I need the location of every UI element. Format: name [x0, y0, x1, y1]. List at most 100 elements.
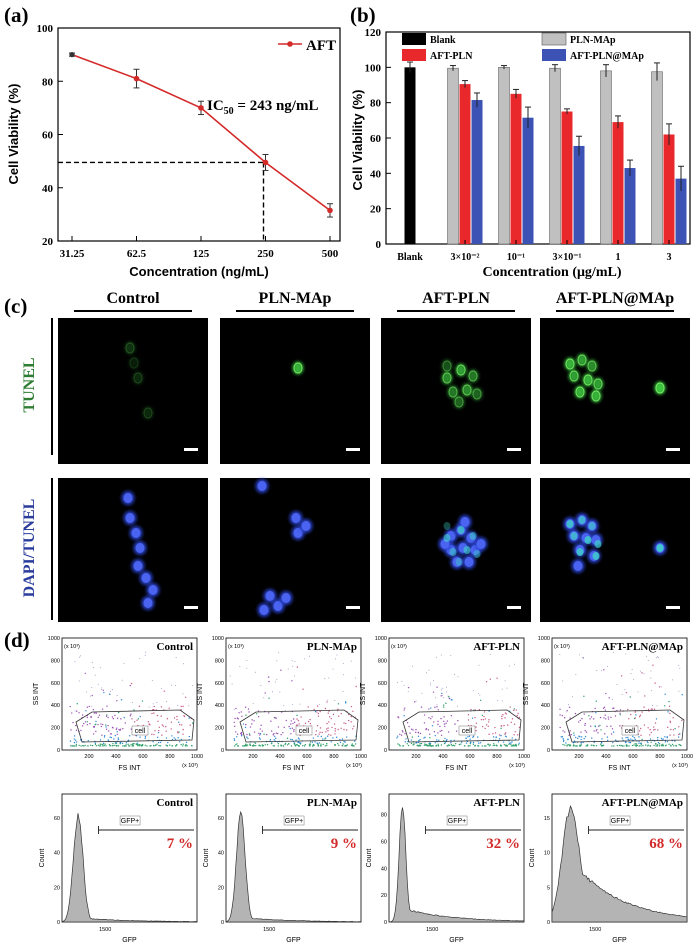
event-dot — [631, 668, 633, 670]
event-dot — [119, 741, 121, 744]
event-dot — [472, 743, 475, 746]
event-dot — [574, 712, 577, 715]
scatter-xlabel: FS INT — [445, 765, 468, 772]
event-dot — [324, 745, 327, 747]
event-dot — [673, 745, 675, 747]
tunel-cell-rim — [472, 388, 482, 400]
b-bar-group — [675, 165, 687, 244]
event-dot — [487, 725, 489, 728]
event-dot — [78, 656, 80, 658]
event-dot — [275, 732, 278, 734]
event-dot — [135, 735, 138, 737]
event-dot — [619, 714, 621, 716]
histogram-xlabel: GFP — [286, 937, 301, 944]
event-dot — [296, 714, 298, 717]
event-dot — [630, 713, 632, 716]
event-dot — [177, 705, 179, 707]
event-dot — [122, 745, 124, 747]
row-label-tunel: TUNEL — [21, 357, 38, 412]
dapi-tunel-image — [220, 478, 370, 622]
b-bar-group — [651, 62, 663, 245]
event-dot — [292, 665, 294, 667]
histogram-ytick: 60 — [381, 840, 387, 846]
event-dot — [604, 733, 606, 735]
dapi-nucleus-core — [460, 517, 470, 527]
event-dot — [437, 743, 439, 746]
tunel-cell — [441, 359, 453, 373]
event-dot — [457, 676, 459, 678]
event-dot — [246, 660, 248, 662]
event-dot — [175, 656, 177, 658]
event-dot — [290, 733, 292, 735]
merged-cell — [656, 544, 664, 552]
event-dot — [319, 727, 322, 729]
event-dot — [582, 656, 584, 658]
event-dot — [175, 684, 177, 686]
event-dot — [86, 723, 89, 726]
event-dot — [131, 745, 133, 747]
gfp-gate-label: GFP+ — [611, 818, 629, 825]
event-dot — [580, 744, 583, 746]
event-dot — [443, 723, 446, 725]
event-dot — [71, 712, 73, 714]
event-dot — [407, 690, 409, 692]
event-dot — [633, 744, 635, 746]
b-bar — [675, 178, 687, 244]
b-bar — [561, 111, 573, 244]
event-dot — [315, 730, 318, 732]
event-dot — [74, 661, 76, 663]
scatter-ytick: 400 — [215, 703, 224, 709]
scatter-xtick: 400 — [275, 754, 284, 760]
dapi-nucleus-core — [452, 557, 462, 567]
event-dot — [170, 721, 173, 723]
event-dot — [644, 695, 646, 697]
event-dot — [581, 736, 583, 738]
event-dot — [241, 715, 243, 718]
event-dot — [622, 739, 624, 741]
a-ytick-label: 60 — [42, 130, 54, 142]
event-dot — [160, 715, 162, 717]
event-dot — [494, 726, 496, 729]
event-dot — [278, 652, 280, 654]
event-dot — [334, 728, 336, 730]
event-dot — [273, 735, 276, 737]
tunel-image — [381, 318, 531, 464]
event-dot — [414, 701, 416, 703]
event-dot — [131, 718, 133, 720]
event-dot — [265, 733, 268, 736]
event-dot — [285, 719, 287, 722]
event-dot — [105, 745, 107, 747]
event-dot — [309, 722, 312, 725]
gfp-percentage: 68 % — [649, 836, 683, 852]
event-dot — [648, 734, 651, 736]
b-xtick-label: 3×10⁻¹ — [553, 252, 582, 263]
event-dot — [410, 742, 413, 745]
event-dot — [575, 736, 577, 739]
scatter-xtick: 600 — [628, 754, 637, 760]
event-dot — [415, 731, 417, 734]
event-dot — [633, 717, 636, 720]
event-dot — [627, 738, 629, 740]
event-dot — [402, 745, 404, 747]
event-dot — [313, 708, 315, 711]
event-dot — [404, 733, 406, 735]
event-dot — [290, 723, 292, 725]
b-bar — [573, 145, 585, 244]
micrograph-bg — [58, 318, 208, 464]
merged-cell — [570, 532, 578, 540]
event-dot — [562, 743, 564, 746]
scatter-title: PLN-MAp — [307, 641, 357, 653]
event-dot — [105, 715, 108, 717]
event-dot — [445, 691, 447, 693]
event-dot — [441, 729, 443, 732]
scatter-xtick: 400 — [438, 754, 447, 760]
event-dot — [297, 741, 300, 743]
tunel-image — [540, 318, 690, 464]
event-dot — [274, 681, 276, 683]
event-dot — [585, 731, 588, 733]
event-dot — [434, 742, 436, 744]
event-dot — [83, 745, 85, 747]
event-dot — [660, 737, 663, 740]
event-dot — [440, 744, 443, 746]
event-dot — [584, 724, 586, 727]
